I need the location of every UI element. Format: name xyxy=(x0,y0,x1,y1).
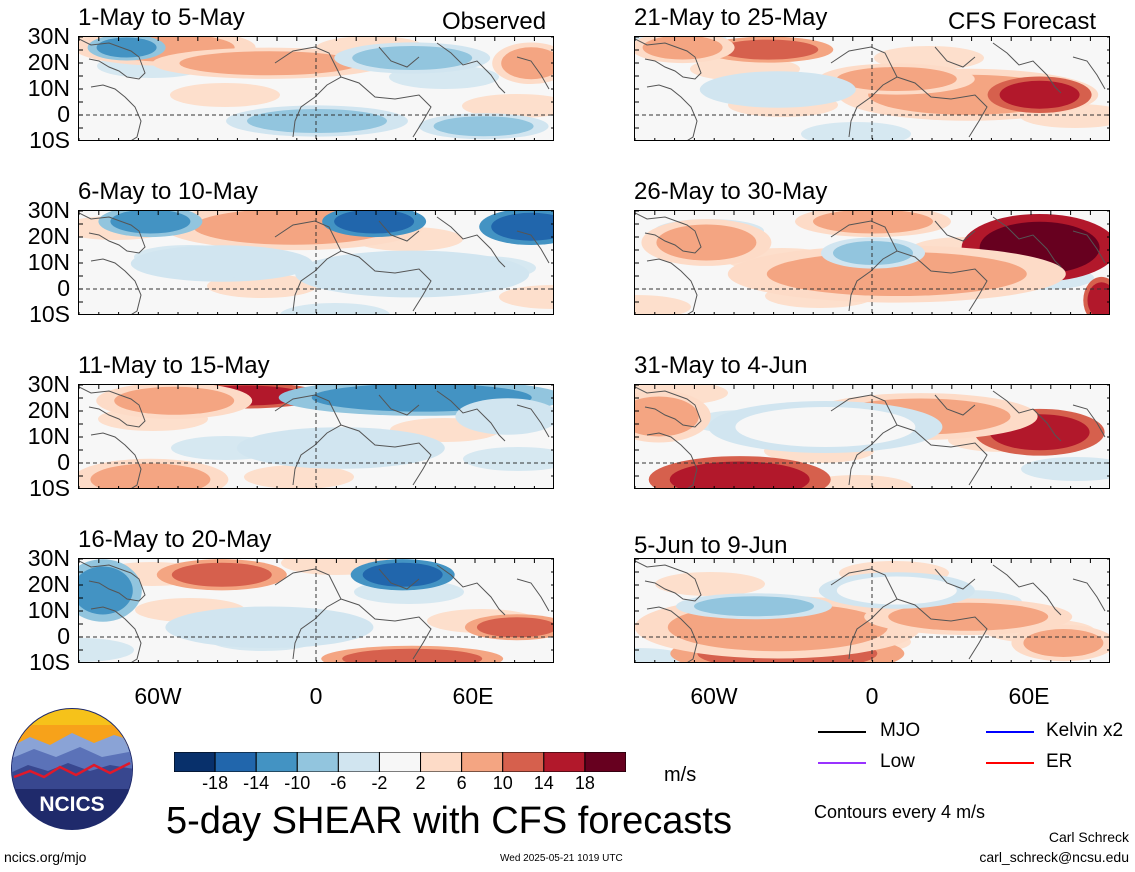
colorbar-tick-label: -10 xyxy=(284,773,311,793)
panel-title-4: 16-May to 20-May xyxy=(78,526,272,553)
colorbar-swatch xyxy=(502,751,545,773)
forecast-label: CFS Forecast xyxy=(948,8,1097,35)
lon-label-60e-left: 60E xyxy=(452,683,494,709)
colorbar-tick-label: 10 xyxy=(492,773,513,793)
colorbar-tick-label: 6 xyxy=(456,773,467,793)
colorbar-swatch xyxy=(173,751,216,773)
colorbar-swatch xyxy=(255,751,298,773)
panel-title-2: 6-May to 10-May xyxy=(78,178,259,205)
lat-label: 10S xyxy=(29,649,70,675)
lat-label: 0 xyxy=(57,449,70,475)
lat-label: 10N xyxy=(27,423,70,449)
panel-title-8: 5-Jun to 9-Jun xyxy=(634,532,788,559)
main-title: 5-day SHEAR with CFS forecasts xyxy=(166,800,732,842)
contours-note: Contours every 4 m/s xyxy=(814,802,986,822)
map-panel-6 xyxy=(634,210,1110,315)
lat-label: 0 xyxy=(57,275,70,301)
legend-line-mjo xyxy=(818,731,866,733)
colorbar-swatch xyxy=(420,751,463,773)
colorbar xyxy=(173,751,627,773)
panel-title-6: 26-May to 30-May xyxy=(634,178,828,205)
logo-text: NCICS xyxy=(39,793,104,816)
map-panel-7 xyxy=(634,384,1110,489)
colorbar-tick-label: 14 xyxy=(533,773,554,793)
panel-title-7: 31-May to 4-Jun xyxy=(634,352,808,379)
colorbar-unit: m/s xyxy=(664,764,697,786)
lat-label: 10S xyxy=(29,475,70,501)
legend-label-kelvin: Kelvin x2 xyxy=(1046,720,1124,741)
map-panel-2 xyxy=(78,210,554,315)
legend-label-mjo: MJO xyxy=(880,720,921,741)
colorbar-swatch xyxy=(378,751,422,773)
colorbar-swatch xyxy=(584,751,627,773)
colorbar-swatch xyxy=(214,751,257,773)
colorbar-swatch xyxy=(296,751,339,773)
lat-label: 10S xyxy=(29,301,70,327)
panel-title-1: 1-May to 5-May xyxy=(78,4,245,31)
colorbar-tick-label: -18 xyxy=(202,773,229,793)
legend-label-low: Low xyxy=(880,751,915,772)
colorbar-swatch xyxy=(337,751,380,773)
lon-label-0-left: 0 xyxy=(309,683,323,709)
observed-label: Observed xyxy=(442,8,547,35)
map-panel-1 xyxy=(78,36,554,141)
map-panel-4 xyxy=(78,558,554,663)
lat-label: 30N xyxy=(27,197,70,223)
lat-label: 10N xyxy=(27,75,70,101)
footer-url[interactable]: ncics.org/mjo xyxy=(4,849,87,865)
lat-label: 20N xyxy=(27,397,70,423)
lat-label: 0 xyxy=(57,623,70,649)
legend-line-er xyxy=(986,762,1034,764)
lat-label: 10N xyxy=(27,597,70,623)
lat-label: 30N xyxy=(27,371,70,397)
lon-label-60e-right: 60E xyxy=(1008,683,1050,709)
lat-label: 10S xyxy=(29,127,70,153)
lat-label: 30N xyxy=(27,545,70,571)
legend-line-low xyxy=(818,762,866,764)
footer-author: Carl Schreck xyxy=(1048,829,1129,845)
legend-line-kelvin xyxy=(986,731,1034,733)
panel-title-3: 11-May to 15-May xyxy=(78,352,270,379)
lat-label: 0 xyxy=(57,101,70,127)
colorbar-swatch xyxy=(543,751,586,773)
colorbar-tick-label: -14 xyxy=(243,773,270,793)
panel-title-5: 21-May to 25-May xyxy=(634,4,828,31)
lon-label-60w-right: 60W xyxy=(690,683,738,709)
colorbar-tick-label: 2 xyxy=(415,773,426,793)
lat-label: 20N xyxy=(27,223,70,249)
colorbar-tick-label: 18 xyxy=(574,773,595,793)
ncics-logo: NCICS xyxy=(10,707,134,831)
lat-label: 20N xyxy=(27,571,70,597)
lon-label-0-right: 0 xyxy=(865,683,879,709)
legend-label-er: ER xyxy=(1046,751,1073,772)
colorbar-swatch xyxy=(461,751,504,773)
map-panel-5 xyxy=(634,36,1110,141)
lat-label: 20N xyxy=(27,49,70,75)
footer-timestamp: Wed 2025-05-21 1019 UTC xyxy=(500,853,623,864)
colorbar-tick-label: -2 xyxy=(371,773,388,793)
colorbar-tick-label: -6 xyxy=(330,773,347,793)
footer-email[interactable]: carl_schreck@ncsu.edu xyxy=(979,849,1129,865)
lon-label-60w-left: 60W xyxy=(134,683,182,709)
lat-label: 30N xyxy=(27,23,70,49)
lat-label: 10N xyxy=(27,249,70,275)
map-panel-8 xyxy=(634,558,1110,663)
map-panel-3 xyxy=(78,384,554,489)
